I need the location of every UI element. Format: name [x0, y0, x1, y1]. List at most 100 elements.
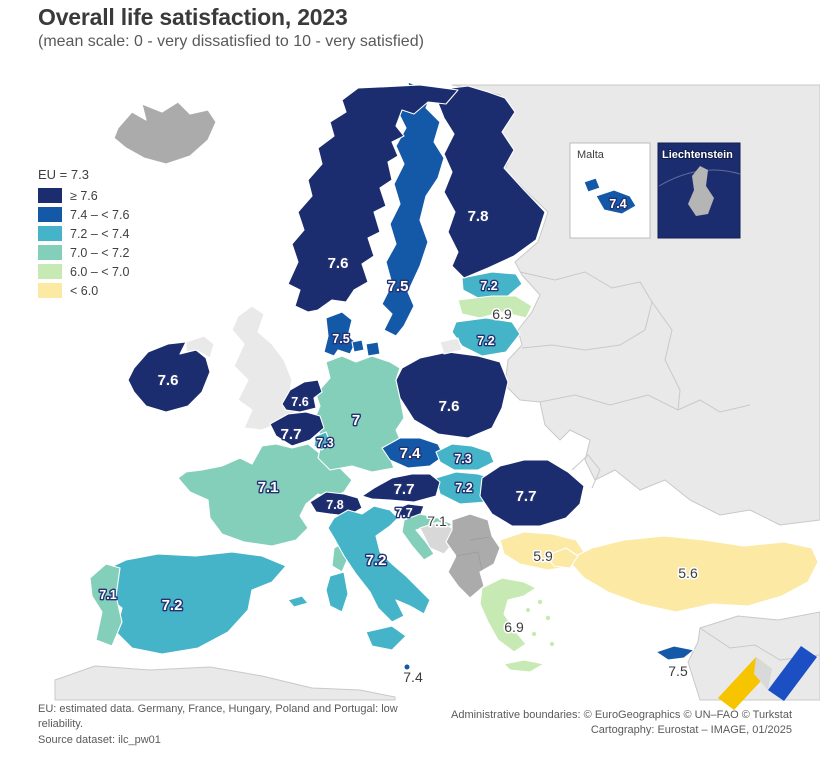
footer-admin-boundaries: Administrative boundaries: © EuroGeograp…	[450, 709, 792, 721]
label-netherlands: 7.6	[291, 395, 308, 409]
label-czechia: 7.4	[400, 445, 422, 462]
label-slovakia: 7.3	[454, 452, 471, 466]
legend-swatch-class6	[38, 283, 62, 298]
region-western-balkans	[445, 513, 501, 599]
inset-malta-shape	[583, 177, 637, 215]
footer-source-dataset: Source dataset: ilc_pw01	[38, 733, 161, 746]
border-russia-ukraine	[651, 301, 681, 411]
label-bulgaria: 5.9	[533, 548, 553, 564]
label-portugal: 7.1	[99, 588, 116, 602]
inset-liechtenstein: Liechtenstein	[657, 142, 741, 239]
country-slovenia	[393, 503, 425, 519]
label-ireland: 7.6	[158, 372, 179, 389]
region-northern-ireland	[185, 335, 215, 359]
legend-label-class4: 7.0 – < 7.2	[70, 245, 130, 260]
border-ukraine	[539, 394, 751, 413]
country-ireland	[127, 341, 211, 413]
label-estonia: 7.2	[480, 279, 497, 293]
legend-row: 7.2 – < 7.4	[38, 224, 129, 243]
land-north-africa	[54, 665, 396, 701]
header: Overall life satisfaction, 2023 (mean sc…	[38, 4, 424, 51]
label-hungary: 7.2	[455, 481, 472, 495]
border-balkans	[455, 536, 491, 571]
inset-malta: Malta 7.4	[569, 142, 651, 239]
country-lithuania	[451, 317, 521, 357]
legend-label-class3: 7.2 – < 7.4	[70, 226, 130, 241]
label-france: 7.1	[258, 479, 279, 496]
page-title: Overall life satisfaction, 2023	[38, 4, 348, 30]
country-romania	[479, 459, 585, 527]
label-croatia: 7.1	[427, 513, 447, 529]
footer-source-note: EU: estimated data. Germany, France, Hun…	[38, 702, 398, 748]
country-turkey	[545, 535, 819, 613]
label-cyprus: 7.5	[668, 663, 688, 679]
label-slovenia: 7.7	[395, 506, 412, 520]
label-finland: 7.8	[468, 208, 489, 225]
footer-cartography: Cartography: Eurostat – IMAGE, 01/2025	[590, 724, 792, 737]
label-belgium: 7.7	[281, 426, 302, 443]
country-iceland	[113, 101, 217, 165]
label-germany: 7	[352, 412, 360, 429]
border-moldova	[571, 454, 601, 489]
legend-row: 7.0 – < 7.2	[38, 243, 129, 262]
ribbon-decoration	[718, 646, 817, 710]
country-netherlands	[281, 379, 323, 413]
label-latvia: 6.9	[492, 306, 512, 322]
footer-reliability-note: EU: estimated data. Germany, France, Hun…	[38, 703, 398, 731]
legend-label-class1: ≥ 7.6	[70, 188, 98, 203]
legend-swatch-class4	[38, 245, 62, 260]
legend-label-class6: < 6.0	[70, 283, 99, 298]
country-denmark	[323, 311, 381, 357]
legend-swatch-class3	[38, 226, 62, 241]
country-norway	[287, 84, 459, 313]
label-italy: 7.2	[366, 552, 387, 569]
label-luxembourg: 7.3	[316, 436, 333, 450]
label-lithuania: 7.2	[477, 334, 494, 348]
country-poland	[395, 351, 509, 439]
island-malta	[404, 664, 410, 670]
legend-row: ≥ 7.6	[38, 186, 129, 205]
inset-liechtenstein-title: Liechtenstein	[662, 149, 733, 161]
label-greece: 6.9	[504, 619, 524, 635]
country-portugal	[89, 563, 123, 647]
country-slovakia	[435, 443, 495, 471]
label-spain: 7.2	[162, 597, 183, 614]
region-kaliningrad	[439, 337, 463, 355]
inset-malta-title: Malta	[577, 149, 605, 161]
country-cyprus	[655, 645, 695, 661]
country-austria	[361, 473, 441, 503]
label-poland: 7.6	[439, 398, 460, 415]
legend-swatch-class5	[38, 264, 62, 279]
legend-swatch-class1	[38, 188, 62, 203]
legend-row: < 6.0	[38, 281, 129, 300]
footer-copyright: Administrative boundaries: © EuroGeograp…	[392, 708, 792, 739]
country-latvia	[457, 295, 533, 319]
label-romania: 7.7	[516, 488, 537, 505]
country-greece	[479, 577, 555, 673]
legend-eu-value: EU = 7.3	[38, 167, 89, 182]
country-belgium	[269, 411, 325, 447]
label-austria: 7.7	[394, 481, 415, 498]
label-denmark: 7.5	[332, 332, 349, 346]
inset-liechtenstein-shape	[688, 166, 714, 216]
inset-malta-value: 7.4	[609, 197, 626, 211]
label-turkey: 5.6	[678, 565, 698, 581]
country-italy	[325, 505, 431, 651]
country-estonia	[461, 271, 523, 299]
country-united-kingdom	[231, 305, 297, 431]
label-switzerland: 7.8	[326, 498, 343, 512]
legend-swatch-class2	[38, 207, 62, 222]
country-finland	[435, 85, 546, 279]
legend: EU = 7.3 ≥ 7.6 7.4 – < 7.6 7.2 – < 7.4 7…	[38, 167, 129, 300]
page-subtitle: (mean scale: 0 - very dissatisfied to 10…	[38, 33, 424, 50]
label-malta-map: 7.4	[403, 669, 423, 685]
country-germany	[313, 355, 405, 473]
country-luxembourg	[313, 431, 331, 451]
legend-label-class5: 6.0 – < 7.0	[70, 264, 130, 279]
legend-row: 7.4 – < 7.6	[38, 205, 129, 224]
label-norway: 7.6	[328, 255, 349, 272]
country-spain	[99, 551, 309, 655]
legend-row: 6.0 – < 7.0	[38, 262, 129, 281]
